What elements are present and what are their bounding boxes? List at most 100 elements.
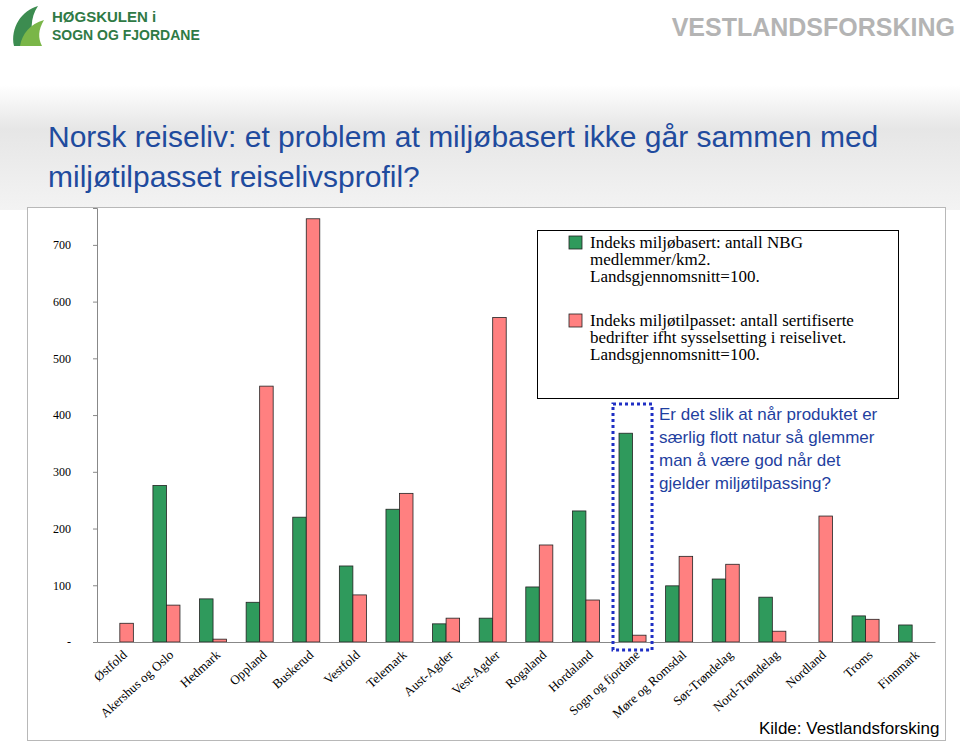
y-tick: 500 (53, 352, 97, 366)
x-tick-label: Aust-Agder (400, 647, 456, 700)
bar (153, 485, 167, 642)
bar (293, 517, 307, 642)
bar (866, 619, 880, 642)
bar (679, 556, 693, 642)
x-tick-label: Rogaland (502, 647, 549, 692)
x-tick-label: Vestfold (321, 647, 364, 687)
y-tick-label: 500 (53, 352, 71, 366)
annotation: særlig flott natur så glemmer (659, 428, 875, 447)
y-tick-mark (93, 358, 97, 359)
x-tick: Telemark (363, 642, 410, 691)
bar (726, 564, 740, 642)
x-tick-label: Troms (841, 647, 876, 681)
x-tick: Rogaland (502, 642, 549, 692)
slide: HØGSKULEN i SOGN OG FJORDANE VESTLANDSFORS… (0, 0, 960, 745)
x-tick-label: Nordland (782, 647, 829, 691)
x-tick: Troms (841, 642, 876, 681)
bar (772, 631, 786, 642)
bar (479, 618, 493, 642)
bar (386, 509, 400, 642)
bar (852, 616, 866, 642)
y-tick: - (67, 635, 97, 649)
bar (712, 579, 726, 642)
legend-label-line: Landsgjennomsnitt=100. (590, 345, 760, 364)
left-logo-text: HØGSKULEN i (52, 8, 156, 25)
x-tick: Nordland (782, 642, 829, 691)
legend-label-line: Landsgjennomsnitt=100. (590, 267, 760, 286)
x-tick: Vestfold (321, 642, 364, 687)
bar (260, 386, 274, 642)
y-tick-mark (93, 472, 97, 473)
left-logo-icon (13, 6, 44, 46)
bar (493, 317, 507, 642)
x-tick: Hedmark (177, 642, 223, 691)
bar (539, 545, 553, 642)
bar (899, 625, 913, 642)
x-tick: Østfold (91, 642, 130, 684)
x-tick-label: Akershus og Oslo (97, 647, 176, 720)
x-tick-label: Oppland (226, 647, 270, 688)
legend-label: Indeks miljøbasert: antall NBGmedlemmer/… (590, 233, 803, 286)
y-tick-label: 200 (53, 522, 71, 536)
y-tick-mark (93, 529, 97, 530)
bar (306, 219, 320, 642)
y-tick-label: - (67, 635, 71, 649)
bar (433, 624, 447, 642)
bar (353, 595, 367, 642)
bar (819, 516, 833, 642)
bar (339, 566, 353, 642)
x-tick-label: Finnmark (875, 647, 923, 692)
x-tick-label: Vest-Agder (449, 647, 504, 698)
highlight-box (613, 404, 652, 650)
title-band (0, 85, 960, 210)
bar (399, 493, 413, 642)
bar (246, 602, 260, 642)
bar (759, 597, 773, 642)
bar (200, 599, 214, 642)
y-axis: -100200300400500600700 (53, 209, 98, 650)
y-tick-label: 600 (53, 295, 71, 309)
source: Kilde: Vestlandsforsking (759, 719, 940, 738)
annotation: man å være god når det (659, 451, 841, 470)
bar (213, 639, 227, 642)
y-tick-mark (93, 245, 97, 246)
legend: Indeks miljøbasert: antall NBGmedlemmer/… (538, 231, 899, 399)
title-line: miljøtilpasset reiselivsprofil? (48, 160, 420, 193)
x-tick-label: Hedmark (177, 647, 223, 691)
x-tick-label: Buskerud (269, 647, 316, 692)
x-tick-label: Møre og Romsdal (609, 647, 689, 721)
left-logo-text: SOGN OG FJORDANE (52, 27, 200, 43)
bar (633, 635, 647, 642)
bar (120, 623, 134, 642)
x-tick: Oppland (226, 642, 270, 688)
y-tick: 400 (53, 408, 97, 422)
x-tick: Møre og Romsdal (609, 642, 689, 721)
x-tick: Finnmark (875, 642, 923, 692)
x-tick-label: Nord-Trøndelag (710, 647, 783, 715)
legend-swatch (569, 236, 582, 249)
x-tick: Akershus og Oslo (97, 642, 176, 721)
bars (120, 219, 912, 642)
x-axis: ØstfoldAkershus og OsloHedmarkOpplandBus… (91, 642, 936, 721)
bar (572, 511, 586, 642)
y-axis-line (93, 209, 98, 643)
bar (166, 605, 180, 642)
annotation: gjelder miljøtilpassing? (659, 474, 831, 493)
bar (586, 600, 600, 642)
bar (666, 586, 680, 642)
title-line: Norsk reiseliv: et problem at miljøbaser… (48, 120, 878, 153)
y-tick-mark (93, 302, 97, 303)
chart-frame (28, 208, 946, 741)
y-tick-label: 400 (53, 408, 71, 422)
y-tick: 100 (53, 579, 97, 593)
x-tick-label: Telemark (363, 647, 410, 691)
y-tick: 600 (53, 295, 97, 309)
legend-box (538, 231, 899, 399)
bar (446, 618, 460, 642)
bar (526, 587, 540, 642)
y-tick-label: 100 (53, 579, 71, 593)
x-tick: Aust-Agder (400, 642, 456, 699)
x-axis-line (98, 642, 936, 643)
y-tick: 300 (53, 465, 97, 479)
right-logo: VESTLANDSFORSKING (672, 13, 955, 41)
